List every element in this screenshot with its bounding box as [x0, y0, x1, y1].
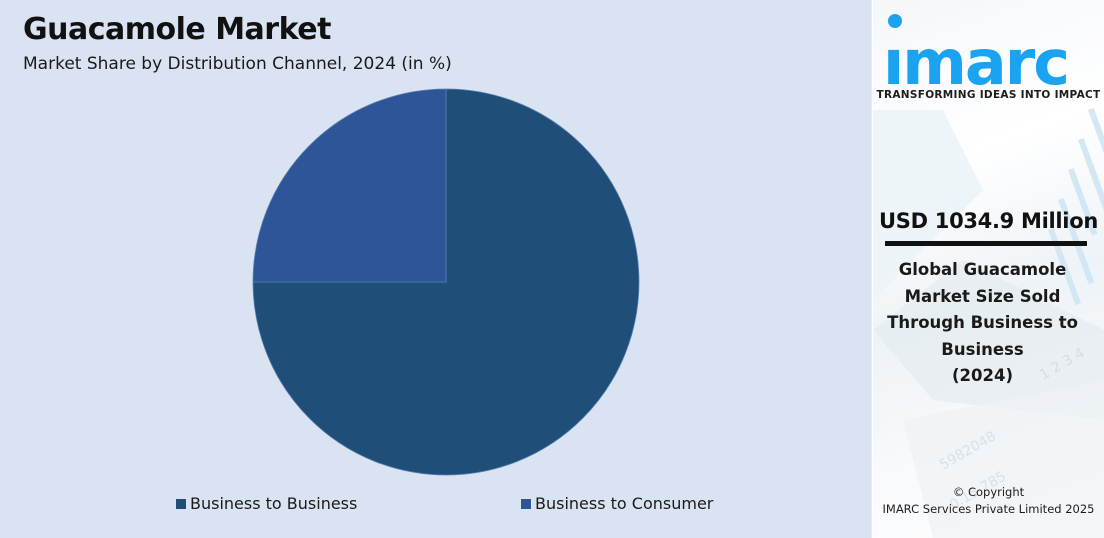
legend-swatch-b2b — [176, 498, 186, 509]
copyright-notice: © Copyright IMARC Services Private Limit… — [882, 485, 1095, 516]
pie-slices — [252, 88, 640, 476]
chart-legend: Business to Business Business to Consume… — [0, 494, 872, 516]
market-size-description: Global Guacamole Market Size Sold Throug… — [887, 260, 1078, 385]
svg-text:ımarc: ımarc — [883, 26, 1068, 90]
chart-panel: Guacamole Market Market Share by Distrib… — [0, 0, 872, 538]
pie-slice-b2c[interactable] — [252, 88, 447, 283]
imarc-tagline: TRANSFORMING IDEAS INTO IMPACT — [876, 89, 1101, 101]
pie-chart — [252, 88, 640, 476]
divider — [885, 241, 1087, 246]
market-size-value: USD 1034.9 Million — [879, 209, 1098, 233]
legend-item-b2b[interactable]: Business to Business — [176, 494, 357, 513]
chart-title: Guacamole Market — [23, 12, 331, 47]
legend-item-b2c[interactable]: Business to Consumer — [521, 494, 713, 513]
legend-label-b2b: Business to Business — [190, 494, 358, 513]
legend-label-b2c: Business to Consumer — [535, 494, 714, 513]
info-sidebar: 1 2 3 4 5982048 0.15 785 ımarc TRANSFORM… — [873, 0, 1104, 538]
legend-swatch-b2c — [521, 498, 531, 509]
chart-subtitle: Market Share by Distribution Channel, 20… — [23, 54, 452, 74]
imarc-logo: ımarc — [883, 14, 1070, 90]
pie-slice-b2b[interactable] — [252, 88, 640, 476]
